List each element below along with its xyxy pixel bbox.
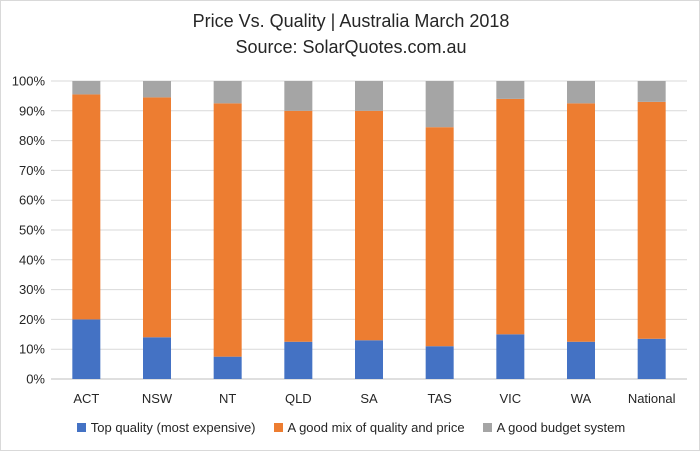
bar-segment [213,103,242,357]
x-tick-label: NSW [142,391,173,406]
bar-segment [496,81,525,99]
bar-segment [72,81,101,95]
legend: Top quality (most expensive) A good mix o… [1,420,700,435]
legend-item: A good budget system [482,420,626,435]
x-tick-label: WA [571,391,592,406]
bar-segment [496,98,525,335]
x-tick-label: National [628,391,676,406]
bar-segment [567,103,595,342]
bar-segment [72,319,101,379]
y-tick-label: 70% [19,163,45,178]
legend-label: Top quality (most expensive) [90,420,256,435]
y-tick-label: 10% [19,342,45,357]
bar-segment [355,340,383,379]
y-tick-label: 40% [19,252,45,267]
bar-segment [143,97,171,338]
chart-title: Price Vs. Quality | Australia March 2018 [192,11,510,31]
y-tick-label: 100% [12,74,46,89]
bar-segment [213,81,242,104]
bar-segment [637,81,666,102]
bar-segment [213,356,242,379]
bar-segment [355,110,383,341]
chart-subtitle: Source: SolarQuotes.com.au [235,37,467,57]
y-tick-label: 50% [19,223,45,238]
bar-segment [496,334,525,379]
legend-item: Top quality (most expensive) [76,420,256,435]
y-tick-label: 80% [19,133,45,148]
x-tick-label: NT [219,391,236,406]
bar-segment [284,110,313,342]
bar-segment [425,81,454,128]
x-tick-label: SA [360,391,378,406]
legend-item: A good mix of quality and price [273,420,465,435]
x-tick-label: VIC [499,391,521,406]
y-tick-label: 60% [19,193,45,208]
legend-label: A good mix of quality and price [287,420,465,435]
bar-segment [637,101,666,339]
x-tick-label: TAS [428,391,453,406]
bar-segment [355,81,383,111]
y-tick-label: 0% [26,372,45,387]
legend-label: A good budget system [496,420,626,435]
legend-swatch [273,423,283,432]
bar-segment [143,81,171,98]
y-tick-label: 90% [19,103,45,118]
bar-segment [143,337,171,379]
x-tick-label: ACT [73,391,99,406]
legend-swatch [76,423,86,432]
bar-segment [284,341,313,379]
bar-segment [425,346,454,379]
bar-segment [637,338,666,379]
x-tick-label: QLD [285,391,312,406]
bar-segment [425,127,454,347]
bar-segment [284,81,313,111]
legend-swatch [482,423,492,432]
bar-segment [567,81,595,104]
bar-segment [72,94,101,320]
bar-segment [567,341,595,379]
y-tick-label: 20% [19,312,45,327]
y-tick-label: 30% [19,282,45,297]
